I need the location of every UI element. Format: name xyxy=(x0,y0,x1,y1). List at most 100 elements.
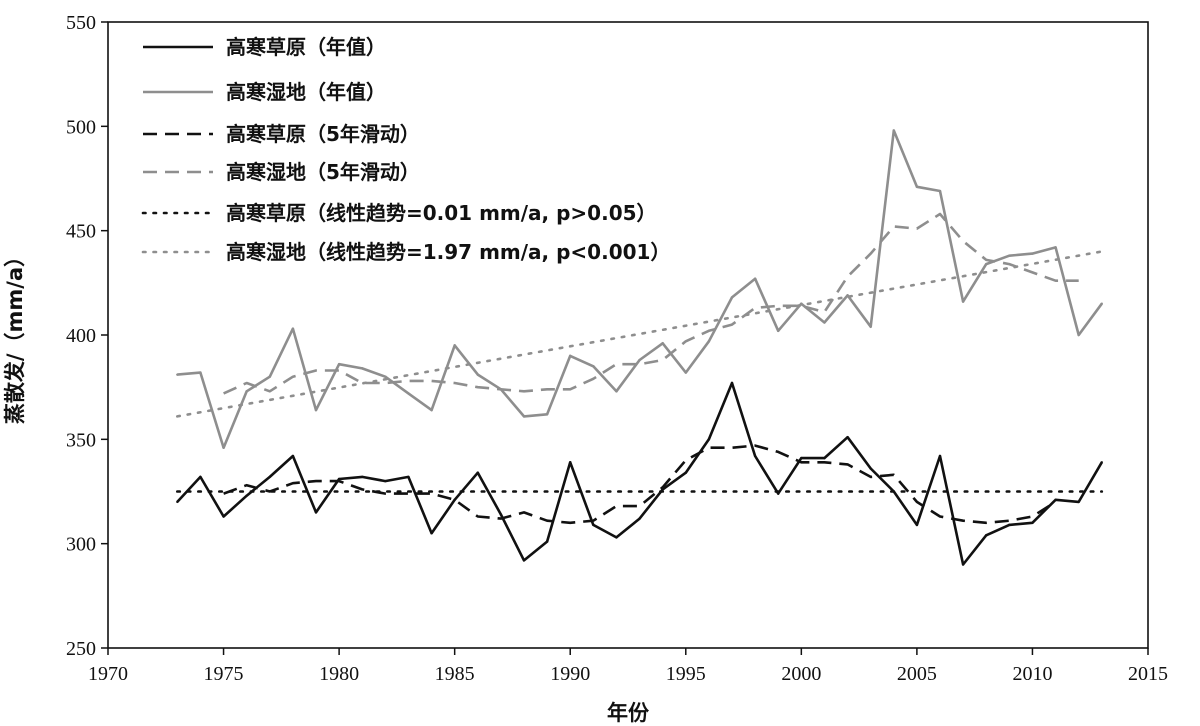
data-point xyxy=(337,363,341,366)
data-point xyxy=(1008,523,1011,527)
data-point xyxy=(823,456,826,460)
data-point xyxy=(961,563,965,566)
data-point xyxy=(430,532,433,535)
x-tick-label: 2000 xyxy=(781,663,821,685)
data-point xyxy=(777,329,780,333)
legend-label-3: 高寒湿地（5年滑动） xyxy=(226,160,420,184)
data-point xyxy=(222,515,225,518)
data-point xyxy=(268,475,271,479)
data-point xyxy=(314,511,318,514)
data-point xyxy=(1054,246,1057,249)
data-point xyxy=(892,129,895,132)
data-point xyxy=(1031,252,1034,255)
y-tick-label: 350 xyxy=(66,429,96,451)
data-point xyxy=(268,375,271,378)
series-line-2 xyxy=(223,444,1057,525)
y-tick-label: 500 xyxy=(66,116,96,138)
data-point xyxy=(869,325,872,328)
data-point xyxy=(522,415,526,418)
data-point xyxy=(199,475,202,479)
data-point xyxy=(314,408,318,412)
data-point xyxy=(199,371,202,374)
x-tick-label: 1975 xyxy=(204,663,244,685)
data-point xyxy=(407,475,410,479)
y-axis-title: 蒸散发/（mm/a） xyxy=(3,246,27,424)
y-tick-label: 400 xyxy=(66,325,96,347)
y-tick-label: 450 xyxy=(66,221,96,243)
x-tick-label: 1990 xyxy=(550,663,590,685)
data-point xyxy=(707,438,711,441)
data-point xyxy=(245,390,248,393)
data-point xyxy=(384,375,387,378)
data-point xyxy=(545,540,549,543)
data-point xyxy=(291,454,295,458)
data-point xyxy=(938,454,942,458)
data-point xyxy=(499,513,503,516)
legend-label-4: 高寒草原（线性趋势=0.01 mm/a, p>0.05） xyxy=(226,201,657,225)
data-point xyxy=(592,365,595,368)
data-point xyxy=(638,358,641,362)
data-point xyxy=(592,523,595,527)
data-point xyxy=(430,408,433,412)
data-point xyxy=(985,262,988,266)
data-point xyxy=(730,296,734,299)
data-point xyxy=(615,536,618,539)
data-point xyxy=(1031,521,1034,524)
y-tick-label: 550 xyxy=(66,12,96,34)
data-point xyxy=(753,454,757,458)
data-point xyxy=(476,373,479,376)
data-point xyxy=(1008,254,1011,257)
data-point xyxy=(1100,302,1103,305)
data-point xyxy=(730,381,734,385)
data-point xyxy=(384,479,387,483)
data-point xyxy=(361,367,364,370)
series-points-1 xyxy=(176,129,1103,449)
data-point xyxy=(661,342,664,345)
series-points-0 xyxy=(176,381,1103,566)
x-tick-label: 1970 xyxy=(88,663,128,685)
legend-label-2: 高寒草原（5年滑动） xyxy=(226,122,420,146)
legend-label-0: 高寒草原（年值） xyxy=(226,35,386,59)
data-point xyxy=(361,475,364,479)
data-point xyxy=(985,534,988,537)
data-point xyxy=(1100,461,1103,464)
legend-label-5: 高寒湿地（线性趋势=1.97 mm/a, p<0.001） xyxy=(226,240,670,264)
data-point xyxy=(545,413,549,416)
data-point xyxy=(1077,333,1080,337)
series-line-5 xyxy=(176,250,1104,418)
data-point xyxy=(707,340,711,343)
data-point xyxy=(337,477,341,481)
axis-ticks: 1970 1975 1980 1985 1990 1995 2000 2005 2010 2015… xyxy=(66,12,1168,685)
data-series xyxy=(176,129,1104,566)
y-tick-label: 300 xyxy=(66,534,96,556)
data-point xyxy=(615,390,618,393)
data-point xyxy=(800,456,803,460)
x-axis-title: 年份 xyxy=(607,701,650,725)
data-point xyxy=(176,500,179,504)
plot-frame xyxy=(107,21,1149,649)
data-point xyxy=(569,354,572,358)
data-point xyxy=(569,461,572,464)
x-tick-label: 2015 xyxy=(1128,663,1168,685)
data-point xyxy=(684,371,687,374)
legend: 高寒草原（年值） 高寒湿地（年值） 高寒草原（5年滑动） 高寒湿地（5年滑动） 高寒草原… xyxy=(141,35,670,264)
y-tick-label: 250 xyxy=(66,638,96,660)
data-point xyxy=(222,446,225,449)
data-point xyxy=(961,300,965,303)
x-tick-label: 2010 xyxy=(1012,663,1052,685)
x-tick-label: 1985 xyxy=(435,663,475,685)
data-point xyxy=(777,492,780,495)
data-point xyxy=(915,523,919,527)
data-point xyxy=(453,498,456,502)
data-point xyxy=(869,467,872,470)
data-point xyxy=(522,559,526,562)
data-point xyxy=(823,321,826,324)
data-point xyxy=(753,277,757,280)
x-tick-label: 2005 xyxy=(897,663,937,685)
data-point xyxy=(245,494,248,497)
data-point xyxy=(407,392,410,395)
data-point xyxy=(1077,500,1080,504)
data-point xyxy=(1054,498,1057,502)
data-point xyxy=(476,471,479,474)
